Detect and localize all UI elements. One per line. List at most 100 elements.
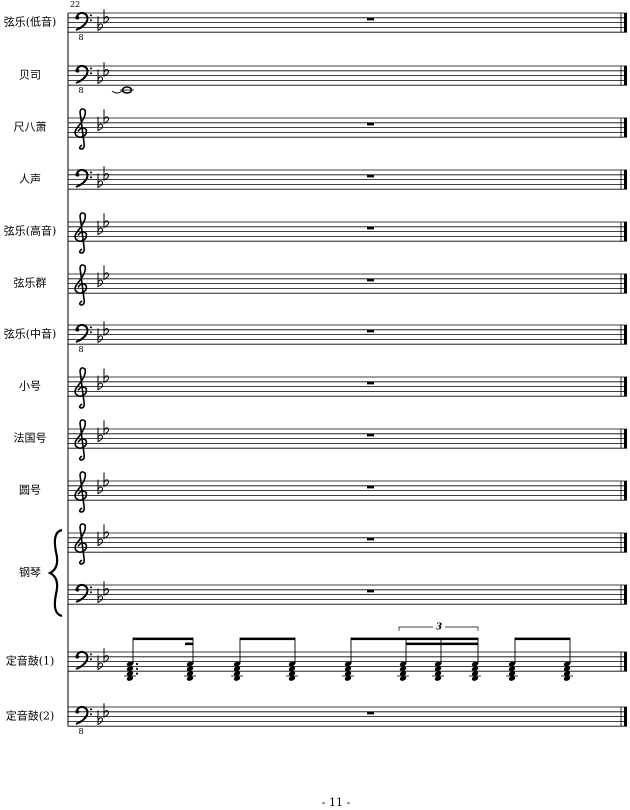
flat (97, 427, 103, 443)
staff-label: 尺八萧 (14, 121, 47, 134)
staff-label: 定音鼓(1) (6, 654, 55, 668)
note-head (186, 675, 194, 681)
treble-clef (74, 471, 88, 513)
page-number: - 11 - (322, 796, 351, 809)
clef-octave: 8 (78, 727, 83, 736)
whole-rest (367, 711, 374, 715)
bass-clef-dot (90, 326, 92, 329)
flat (97, 220, 103, 236)
flat (97, 655, 103, 671)
final-barline (624, 377, 627, 397)
flat (97, 375, 103, 391)
note-head (508, 675, 516, 681)
flat (103, 109, 109, 125)
flat (97, 272, 103, 288)
flat (103, 368, 109, 384)
flat (103, 703, 109, 719)
bass-clef (75, 64, 89, 84)
bass-clef (75, 705, 89, 725)
note-head (399, 666, 407, 672)
beam (351, 637, 478, 641)
note-head (508, 661, 516, 667)
note-head (186, 666, 194, 672)
treble-clef (74, 108, 88, 150)
dot (135, 667, 139, 670)
whole-rest (367, 17, 374, 21)
bass-clef-dot (90, 591, 92, 594)
bass-clef-dot (75, 588, 80, 592)
flat (97, 588, 103, 604)
final-barline (624, 274, 627, 294)
whole-rest (367, 174, 374, 178)
measure-number: 22 (70, 0, 80, 9)
final-barline (624, 652, 627, 672)
flat (103, 648, 109, 664)
note-head (563, 671, 571, 677)
flat (103, 166, 109, 182)
note-head (434, 671, 442, 677)
bass-clef-dot (75, 15, 80, 20)
flat (103, 321, 109, 337)
dot (135, 662, 139, 666)
note-head (471, 671, 479, 677)
staff-label: 弦乐(低音) (4, 15, 57, 29)
note-head (233, 661, 241, 667)
note-head (471, 675, 479, 681)
bass-clef-dot (75, 655, 80, 659)
bass-clef (75, 11, 89, 31)
flat (103, 9, 109, 25)
beam (185, 642, 193, 646)
flat (103, 524, 109, 540)
final-barline (624, 325, 627, 345)
final-barline (624, 429, 627, 449)
flat (97, 116, 103, 132)
whole-rest (367, 537, 374, 541)
note-head (126, 661, 134, 667)
bass-clef-dot (90, 19, 92, 22)
final-barline (624, 481, 627, 501)
bass-clef-dot (90, 708, 92, 711)
note-head (434, 661, 442, 667)
whole-rest (367, 485, 374, 489)
note-head (288, 666, 296, 672)
final-barline (624, 585, 627, 605)
whole-rest (367, 226, 374, 230)
bass-clef (75, 168, 89, 188)
beam (406, 642, 478, 646)
tuplet-number: 3 (436, 623, 442, 633)
treble-clef (74, 367, 88, 409)
bass-clef-dot (90, 67, 92, 70)
staff-label: 法国号 (14, 431, 47, 445)
staff-label: 小号 (19, 380, 41, 393)
note-head (508, 671, 516, 677)
treble-clef (74, 419, 88, 461)
note-head (434, 675, 442, 681)
treble-clef (74, 212, 88, 254)
flat (97, 710, 103, 726)
staff-label: 弦乐群 (14, 276, 47, 290)
beam (515, 637, 570, 641)
staff-label: 弦乐(高音) (4, 224, 57, 238)
final-barline (624, 222, 627, 242)
flat (97, 69, 103, 85)
whole-rest (367, 381, 374, 385)
staff-label: 贝司 (19, 69, 41, 82)
clef-octave: 8 (78, 345, 83, 354)
flat (103, 62, 109, 78)
final-barline (624, 707, 627, 727)
note-head (233, 675, 241, 681)
note-head (344, 661, 352, 667)
bass-clef-dot (75, 173, 80, 177)
note-head (288, 661, 296, 667)
final-barline (624, 13, 627, 33)
note-head (471, 661, 479, 667)
bass-clef-dot (90, 14, 92, 17)
bass-clef-dot (90, 331, 92, 334)
flat (103, 472, 109, 488)
flat (97, 479, 103, 495)
final-barline (624, 533, 627, 553)
staff-label: 圆号 (19, 484, 41, 497)
note-head (288, 675, 296, 681)
flat (97, 173, 103, 189)
bass-clef-dot (75, 710, 80, 714)
